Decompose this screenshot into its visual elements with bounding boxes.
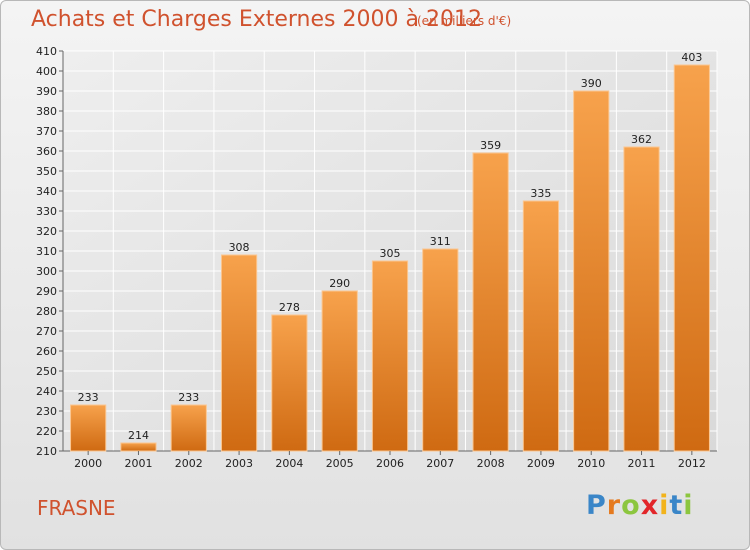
y-tick-label: 220 <box>36 425 57 438</box>
y-tick-label: 340 <box>36 185 57 198</box>
data-label: 290 <box>329 277 350 290</box>
y-tick-label: 290 <box>36 285 57 298</box>
logo-letter: r <box>606 490 622 521</box>
x-tick-label: 2000 <box>74 457 102 470</box>
bar <box>70 404 107 452</box>
bar <box>522 200 560 452</box>
x-tick-label: 2012 <box>678 457 706 470</box>
y-tick-label: 410 <box>36 45 57 58</box>
bar <box>120 442 157 452</box>
x-tick-label: 2009 <box>527 457 555 470</box>
y-tick-label: 210 <box>36 445 57 458</box>
logo-letter: t <box>669 490 684 521</box>
chart-title: Achats et Charges Externes 2000 à 2012 <box>31 7 482 32</box>
x-tick-label: 2011 <box>628 457 656 470</box>
x-tick-label: 2004 <box>275 457 303 470</box>
bar <box>170 404 207 452</box>
data-label: 362 <box>631 133 652 146</box>
logo-letter: x <box>640 490 660 521</box>
data-label: 278 <box>279 301 300 314</box>
data-label: 403 <box>681 51 702 64</box>
x-tick-label: 2003 <box>225 457 253 470</box>
logo-letter: i <box>659 490 670 521</box>
x-tick-label: 2001 <box>124 457 152 470</box>
chart-subtitle: (en milliers d'€) <box>417 14 512 28</box>
y-tick-label: 280 <box>36 305 57 318</box>
x-tick-label: 2010 <box>577 457 605 470</box>
y-tick-label: 390 <box>36 85 57 98</box>
x-tick-label: 2006 <box>376 457 404 470</box>
bar <box>573 90 610 452</box>
y-tick-label: 310 <box>36 245 57 258</box>
y-tick-label: 230 <box>36 405 57 418</box>
y-tick-label: 370 <box>36 125 57 138</box>
bar <box>271 314 308 452</box>
data-label: 308 <box>229 241 250 254</box>
data-label: 305 <box>380 247 401 260</box>
x-tick-label: 2007 <box>426 457 454 470</box>
y-tick-label: 260 <box>36 345 57 358</box>
y-tick-label: 240 <box>36 385 57 398</box>
data-label: 214 <box>128 429 149 442</box>
y-tick-label: 400 <box>36 65 57 78</box>
y-tick-label: 350 <box>36 165 57 178</box>
y-tick-label: 330 <box>36 205 57 218</box>
y-tick-label: 380 <box>36 105 57 118</box>
bar <box>673 64 710 452</box>
y-tick-label: 300 <box>36 265 57 278</box>
x-tick-label: 2002 <box>175 457 203 470</box>
y-tick-label: 270 <box>36 325 57 338</box>
data-label: 233 <box>178 391 199 404</box>
x-tick-label: 2008 <box>477 457 505 470</box>
city-name: FRASNE <box>37 496 116 520</box>
logo-letter: i <box>683 490 694 521</box>
data-label: 390 <box>581 77 602 90</box>
data-label: 311 <box>430 235 451 248</box>
y-tick-label: 250 <box>36 365 57 378</box>
bar <box>220 254 258 452</box>
logo-letter: P <box>586 490 607 521</box>
data-label: 233 <box>78 391 99 404</box>
bar <box>321 290 358 452</box>
y-tick-label: 360 <box>36 145 57 158</box>
x-tick-label: 2005 <box>326 457 354 470</box>
bar <box>371 260 409 452</box>
y-tick-label: 320 <box>36 225 57 238</box>
bar <box>472 152 509 452</box>
bar <box>623 146 660 452</box>
proxiti-logo: Proxiti <box>586 490 694 521</box>
logo-letter: o <box>621 490 641 521</box>
data-label: 335 <box>530 187 551 200</box>
bar <box>422 248 459 452</box>
data-label: 359 <box>480 139 501 152</box>
